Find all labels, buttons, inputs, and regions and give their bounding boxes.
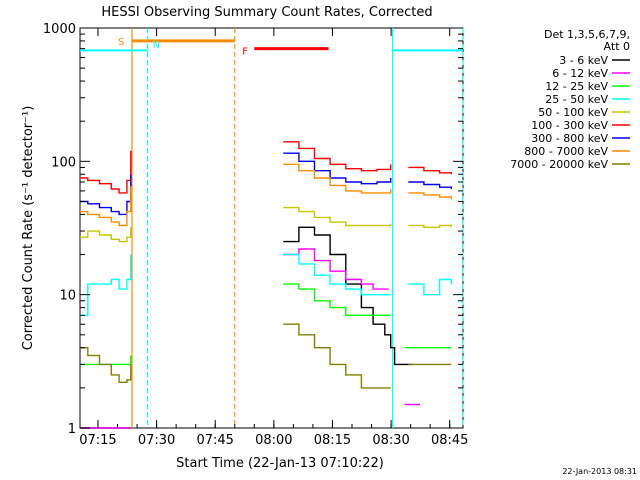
legend-entry-3: 25 - 50 keV xyxy=(545,93,608,106)
x-tick-label-4: 08:15 xyxy=(314,433,351,448)
x-tick-label-5: 08:30 xyxy=(372,433,409,448)
x-tick-label-3: 08:00 xyxy=(255,433,292,448)
y-tick-label-2: 100 xyxy=(51,155,76,170)
series-line-7 xyxy=(408,192,452,200)
legend-entry-4: 50 - 100 keV xyxy=(538,106,608,119)
series-line-5 xyxy=(408,166,452,175)
series-line-3 xyxy=(80,254,132,316)
series-line-8 xyxy=(283,323,391,389)
series-line-6 xyxy=(283,152,392,185)
x-tick-label-6: 08:45 xyxy=(431,433,468,448)
x-tick-label-2: 07:45 xyxy=(196,433,233,448)
series-line-7 xyxy=(283,163,392,194)
series-line-4 xyxy=(283,206,392,227)
y-axis: 1 10 100 1000 xyxy=(43,22,463,437)
series-line-3 xyxy=(283,253,391,296)
chart-title: HESSI Observing Summary Count Rates, Cor… xyxy=(101,5,432,20)
legend-entry-0: 3 - 6 keV xyxy=(559,54,608,67)
series-line-2 xyxy=(283,283,391,316)
series-line-5 xyxy=(283,141,392,172)
plot-frame xyxy=(79,27,464,429)
series-line-7 xyxy=(80,186,132,227)
x-axis-label: Start Time (22-Jan-13 07:10:22) xyxy=(176,456,384,471)
series-line-0 xyxy=(283,226,413,366)
series-line-2 xyxy=(80,355,132,366)
legend-entry-7: 800 - 7000 keV xyxy=(524,145,608,158)
series-line-1 xyxy=(283,248,389,290)
legend-entry-6: 300 - 800 keV xyxy=(531,132,608,145)
y-tick-label-0: 1 xyxy=(68,422,76,437)
series-line-4 xyxy=(80,227,132,243)
series-line-5 xyxy=(80,150,132,194)
legend-header-1: Att 0 xyxy=(604,40,630,53)
series-line-6 xyxy=(80,174,132,216)
series-line-3 xyxy=(408,278,452,296)
legend-entry-1: 6 - 12 keV xyxy=(552,67,608,80)
legend-header-0: Det 1,3,5,6,7,9, xyxy=(544,28,630,41)
y-axis-label: Corrected Count Rate (s⁻¹ detector⁻¹) xyxy=(21,106,36,351)
legend-entry-5: 100 - 300 keV xyxy=(531,119,608,132)
legend-entry-2: 12 - 25 keV xyxy=(545,80,608,93)
series-line-4 xyxy=(408,224,452,229)
annotation-label-f: F xyxy=(242,47,248,58)
annotation-label-s: S xyxy=(118,37,124,48)
x-tick-label-0: 07:15 xyxy=(79,433,116,448)
annotation-label-n: N xyxy=(153,40,160,51)
legend-entry-8: 7000 - 20000 keV xyxy=(510,158,608,171)
x-axis: 07:15 07:30 07:45 08:00 08:15 08:30 08:45 xyxy=(79,28,468,448)
timestamp-stamp: 22-Jan-2013 08:31 xyxy=(562,467,637,476)
series-line-8 xyxy=(80,347,132,383)
series-line-6 xyxy=(408,181,452,189)
x-tick-label-1: 07:30 xyxy=(138,433,175,448)
y-tick-label-3: 1000 xyxy=(43,22,76,37)
plot-area: S NF xyxy=(79,27,464,429)
y-tick-label-1: 10 xyxy=(59,289,76,304)
